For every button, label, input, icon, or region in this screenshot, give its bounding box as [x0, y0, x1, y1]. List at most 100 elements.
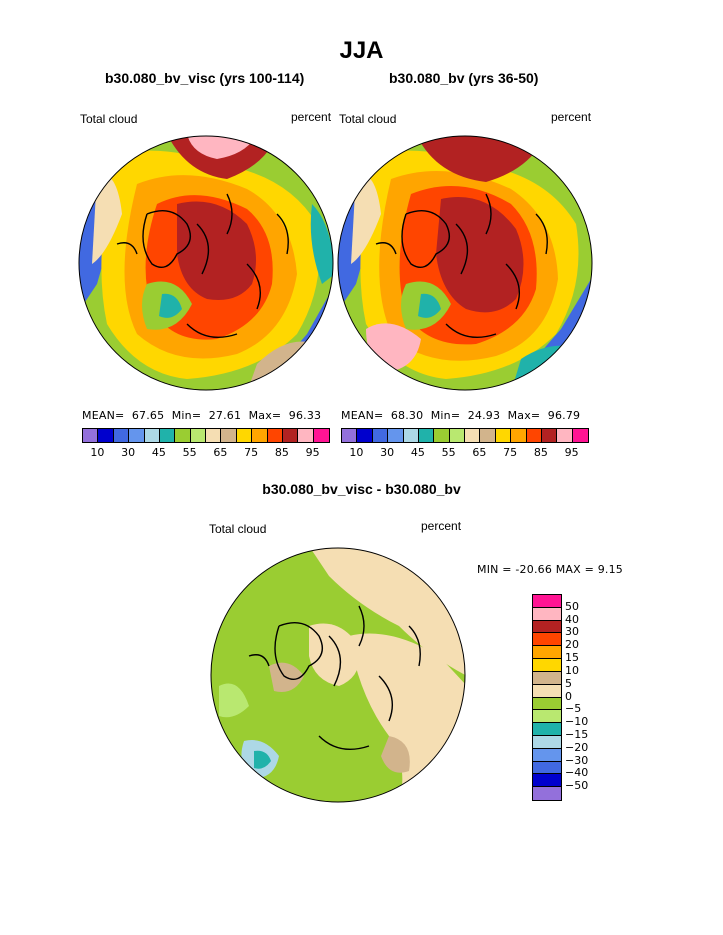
colorbar-tick-label: 65 — [472, 446, 487, 459]
map-diff — [210, 547, 466, 803]
colorbar-swatch — [403, 429, 419, 442]
colorbar-tick-label: 95 — [305, 446, 320, 459]
panel-left-max-label: Max= — [248, 409, 282, 422]
map-left-border — [78, 135, 334, 391]
colorbar-tick-label: −15 — [565, 727, 589, 741]
colorbar-swatch — [533, 787, 561, 800]
colorbar-swatch — [557, 429, 573, 442]
colorbar-swatch — [357, 429, 373, 442]
panel-diff-title: b30.080_bv_visc - b30.080_bv — [262, 481, 461, 497]
colorbar-tick-label: 30 — [121, 446, 136, 459]
colorbar-swatch — [533, 671, 561, 685]
colorbar-swatch — [98, 429, 114, 442]
map-left-coastlines — [116, 193, 289, 338]
colorbar-swatch — [533, 774, 561, 788]
colorbar-tick-label: −10 — [565, 715, 589, 729]
colorbar-tick-label: 85 — [274, 446, 289, 459]
map-right-border — [337, 135, 593, 391]
colorbar-swatch — [388, 429, 404, 442]
figure-title: JJA — [339, 37, 384, 64]
map-diff-region-pacific-core — [254, 750, 271, 769]
colorbar-swatch — [342, 429, 358, 442]
colorbar-swatch — [449, 429, 465, 442]
colorbar-diff-ticks: 50 40 30 20 15 10 5 0 −5 −10 −15 −20 −30 −40 −50 — [565, 594, 625, 799]
panel-right-max-label: Max= — [507, 409, 541, 422]
colorbar-tick-label: 45 — [410, 446, 425, 459]
colorbar-swatch — [533, 607, 561, 621]
colorbar-tick-label: 65 — [213, 446, 228, 459]
colorbar-left — [82, 428, 330, 443]
colorbar-tick-label: 45 — [151, 446, 166, 459]
colorbar-swatch — [236, 429, 253, 442]
panel-left-units: percent — [291, 110, 332, 124]
colorbar-tick-label: 10 — [565, 663, 579, 677]
colorbar-swatch — [533, 595, 561, 608]
map-right-coastlines — [375, 193, 548, 338]
colorbar-tick-label: 5 — [565, 676, 572, 690]
colorbar-swatch — [298, 429, 314, 442]
colorbar-swatch — [113, 429, 130, 442]
map-right-region-bay-core — [418, 293, 441, 318]
colorbar-tick-label: 55 — [182, 446, 197, 459]
map-diff-coastlines — [248, 605, 421, 750]
colorbar-swatch — [418, 429, 435, 442]
colorbar-swatch — [83, 429, 99, 442]
colorbar-swatch — [465, 429, 481, 442]
colorbar-swatch — [533, 761, 561, 775]
panel-diff-variable: Total cloud — [209, 522, 267, 536]
colorbar-swatch — [533, 735, 561, 749]
colorbar-swatch — [533, 646, 561, 660]
colorbar-tick-label: 55 — [441, 446, 456, 459]
colorbar-tick-label: −20 — [565, 740, 589, 754]
panel-right-stats: MEAN= 68.30 Min= 24.93 Max= 96.79 — [341, 409, 580, 422]
panel-right-title: b30.080_bv (yrs 36-50) — [389, 70, 539, 86]
colorbar-swatch — [252, 429, 268, 442]
colorbar-swatch — [313, 429, 329, 442]
map-diff-border — [210, 547, 466, 803]
colorbar-tick-label: 0 — [565, 689, 572, 703]
colorbar-tick-label: 50 — [565, 599, 579, 613]
colorbar-tick-label: 30 — [565, 625, 579, 639]
colorbar-tick-label: 20 — [565, 638, 579, 652]
colorbar-swatch — [533, 659, 561, 672]
colorbar-tick-label: 75 — [244, 446, 259, 459]
colorbar-tick-label: 75 — [503, 446, 518, 459]
colorbar-swatch — [175, 429, 191, 442]
colorbar-tick-label: −5 — [565, 702, 582, 716]
panel-right-mean-value: 68.30 — [390, 409, 424, 422]
colorbar-tick-label: 10 — [90, 446, 105, 459]
panel-right-min-value: 24.93 — [467, 409, 501, 422]
colorbar-swatch — [206, 429, 222, 442]
colorbar-tick-label: 85 — [533, 446, 548, 459]
map-left-region-core — [177, 201, 256, 300]
panel-right-max-value: 96.79 — [547, 409, 581, 422]
panel-left-stats: MEAN= 67.65 Min= 27.61 Max= 96.33 — [82, 409, 321, 422]
map-diff-region-pole — [309, 623, 360, 686]
panel-left-mean-value: 67.65 — [131, 409, 165, 422]
colorbar-tick-label: 10 — [349, 446, 364, 459]
map-diff-region-lightgreen — [219, 683, 249, 718]
map-left-region-west-band — [92, 173, 122, 264]
colorbar-swatch — [526, 429, 542, 442]
panel-left-title: b30.080_bv_visc (yrs 100-114) — [105, 70, 305, 86]
panel-left-max-value: 96.33 — [288, 409, 322, 422]
colorbar-swatch — [541, 429, 558, 442]
colorbar-swatch — [533, 748, 561, 762]
colorbar-swatch — [533, 697, 561, 711]
panel-right-mean-label: MEAN= — [341, 409, 384, 422]
colorbar-diff — [532, 594, 562, 801]
colorbar-swatch — [533, 723, 561, 736]
panel-right-min-label: Min= — [430, 409, 461, 422]
colorbar-tick-label: 15 — [565, 651, 579, 665]
colorbar-swatch — [495, 429, 512, 442]
map-diff-region-tan-b — [381, 736, 410, 773]
colorbar-right — [341, 428, 589, 443]
panel-left-variable: Total cloud — [80, 112, 138, 126]
panel-right-units: percent — [551, 110, 592, 124]
colorbar-swatch — [144, 429, 160, 442]
colorbar-swatch — [129, 429, 145, 442]
colorbar-tick-label: −50 — [565, 779, 589, 793]
map-right-region-west-band — [351, 173, 381, 264]
colorbar-swatch — [533, 633, 561, 647]
colorbar-swatch — [372, 429, 389, 442]
